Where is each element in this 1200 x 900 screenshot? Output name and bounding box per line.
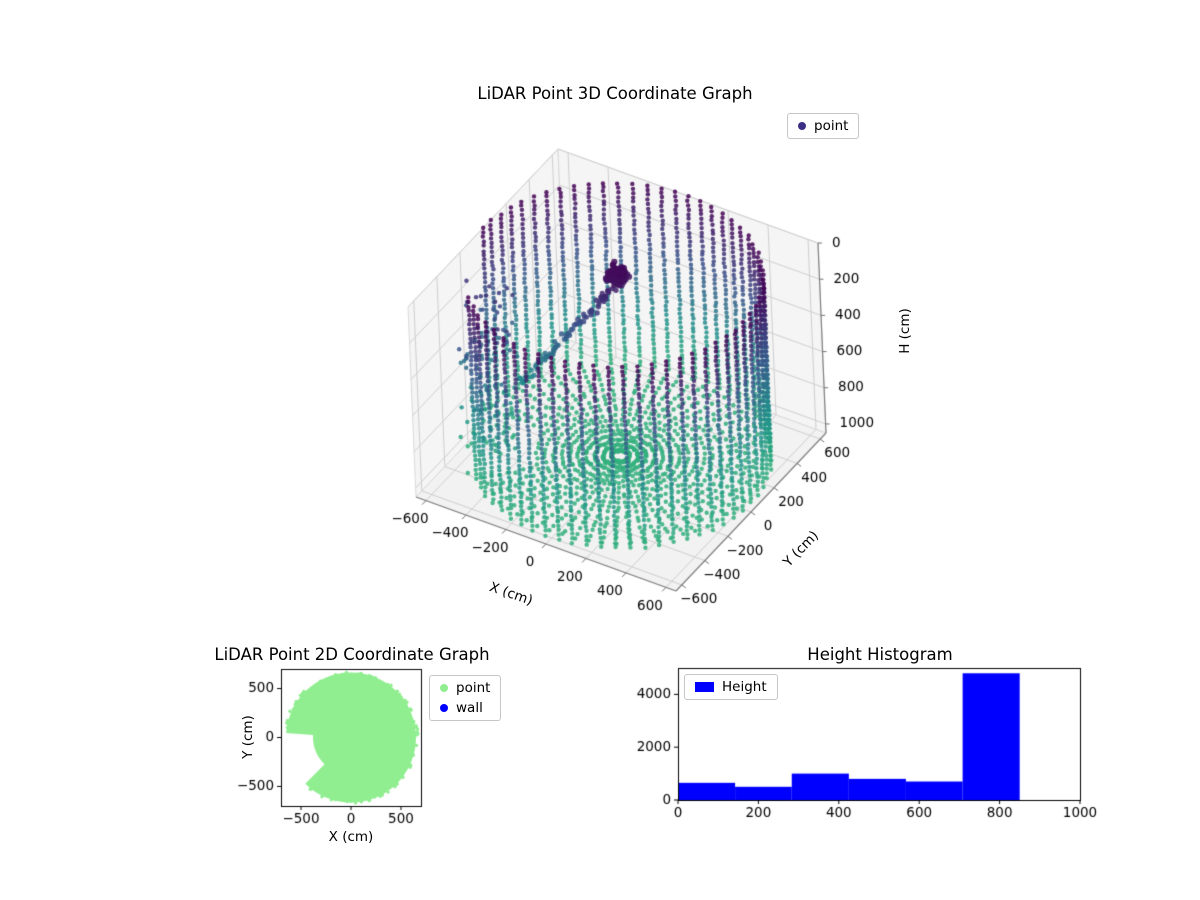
legend-row-height: Height: [695, 679, 767, 695]
height-legend-label: Height: [722, 679, 767, 695]
point-legend-label: point: [456, 680, 491, 696]
legend-row-point: point: [440, 680, 490, 696]
plot2d-legend: point wall: [429, 675, 502, 721]
point-legend-marker-icon: [440, 684, 448, 692]
plot2d-ylabel: Y (cm): [240, 715, 256, 759]
legend-row-point: point: [798, 118, 848, 134]
plot2d-xlabel: X (cm): [328, 829, 374, 845]
height-legend-marker-icon: [695, 682, 714, 692]
point-legend-marker-icon: [798, 122, 806, 130]
point-legend-label: point: [814, 118, 849, 134]
wall-legend-marker-icon: [440, 704, 448, 712]
plot3d-legend: point: [787, 113, 860, 139]
legend-row-wall: wall: [440, 700, 490, 716]
plot3d-title: LiDAR Point 3D Coordinate Graph: [477, 84, 753, 103]
plot3d-zlabel: H (cm): [897, 308, 913, 354]
wall-legend-label: wall: [456, 700, 483, 716]
hist-title: Height Histogram: [807, 645, 953, 664]
hist-legend: Height: [684, 674, 778, 700]
plot2d-title: LiDAR Point 2D Coordinate Graph: [214, 645, 490, 664]
